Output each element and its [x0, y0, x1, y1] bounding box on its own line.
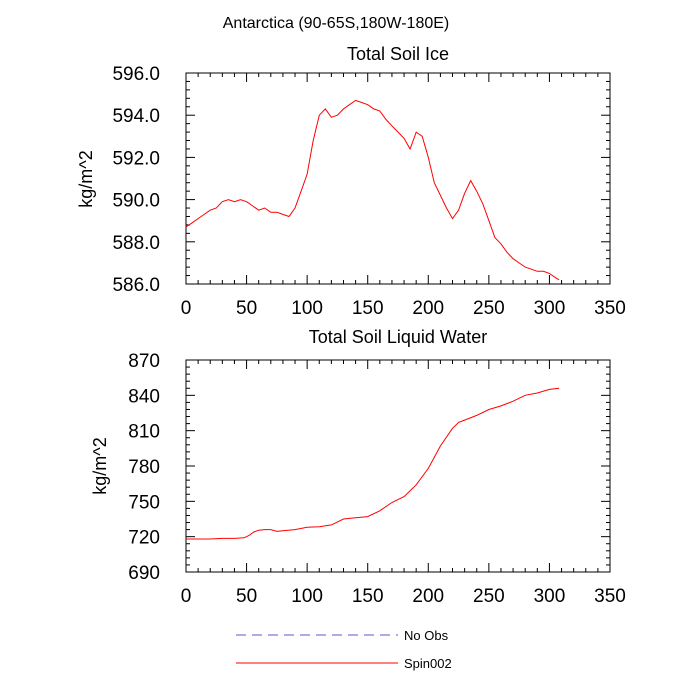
soil-liquid-y-tick-label: 750	[128, 492, 160, 513]
soil-liquid-plot-frame	[185, 359, 611, 573]
soil-ice-series-spin002-line	[185, 99, 560, 281]
soil-liquid-y-tick-label: 720	[128, 528, 160, 549]
soil-liquid-x-tick-label: 150	[352, 586, 384, 607]
soil-liquid-y-tick-label: 810	[128, 422, 160, 443]
soil-liquid-ylabel: kg/m^2	[90, 437, 110, 494]
soil-liquid-series-spin002-line	[186, 387, 560, 540]
soil-liquid-title: Total Soil Liquid Water	[309, 327, 487, 347]
soil-ice-x-tick-label: 50	[236, 298, 257, 319]
legend-label-no-obs: No Obs	[404, 628, 449, 643]
soil-liquid-panel: Total Soil Liquid Water kg/m^2 0 50 100 150…	[90, 327, 626, 607]
soil-liquid-y-tick-label: 690	[128, 563, 160, 584]
soil-ice-y-tick-label: 592.0	[112, 148, 160, 169]
legend-label-spin002: Spin002	[404, 656, 452, 671]
soil-ice-x-tick-label: 0	[181, 298, 192, 319]
soil-ice-plot-frame	[185, 72, 611, 285]
soil-liquid-y-ticks: 690 720 750 780 810 840 870	[128, 351, 610, 584]
soil-liquid-x-tick-label: 50	[236, 586, 257, 607]
main-title: Antarctica (90-65S,180W-180E)	[223, 15, 449, 32]
soil-ice-x-tick-label: 300	[534, 298, 566, 319]
soil-ice-x-tick-label: 200	[412, 298, 444, 319]
soil-liquid-x-tick-label: 300	[534, 586, 566, 607]
soil-liquid-x-tick-label: 350	[594, 586, 626, 607]
soil-ice-ylabel: kg/m^2	[76, 150, 96, 207]
soil-liquid-x-tick-label: 100	[291, 586, 323, 607]
soil-ice-x-tick-label: 150	[352, 298, 384, 319]
soil-ice-y-tick-label: 594.0	[112, 106, 160, 127]
soil-ice-x-ticks: 0 50 100 150 200 250 300 350	[181, 73, 626, 319]
soil-ice-x-tick-label: 100	[291, 298, 323, 319]
legend: No Obs Spin002	[236, 628, 452, 671]
soil-liquid-x-ticks: 0 50 100 150 200 250 300 350	[181, 360, 626, 607]
soil-liquid-y-tick-label: 870	[128, 351, 160, 372]
soil-liquid-x-tick-label: 200	[412, 586, 444, 607]
soil-ice-y-tick-label: 590.0	[112, 191, 160, 212]
soil-ice-panel: Total Soil Ice kg/m^2 0 50 100 150 200 250 300…	[76, 44, 626, 319]
soil-ice-y-tick-label: 588.0	[112, 233, 160, 254]
soil-ice-y-tick-label: 596.0	[112, 64, 160, 85]
soil-ice-series	[185, 99, 560, 281]
soil-ice-y-ticks: 586.0 588.0 590.0 592.0 594.0 596.0	[112, 64, 610, 296]
soil-liquid-series	[186, 387, 560, 540]
soil-liquid-y-tick-label: 780	[128, 457, 160, 478]
soil-ice-x-tick-label: 350	[594, 298, 626, 319]
soil-ice-title: Total Soil Ice	[347, 44, 449, 64]
soil-ice-y-tick-label: 586.0	[112, 275, 160, 296]
soil-liquid-x-tick-label: 0	[181, 586, 192, 607]
soil-liquid-x-tick-label: 250	[473, 586, 505, 607]
soil-ice-x-tick-label: 250	[473, 298, 505, 319]
soil-liquid-y-tick-label: 840	[128, 386, 160, 407]
